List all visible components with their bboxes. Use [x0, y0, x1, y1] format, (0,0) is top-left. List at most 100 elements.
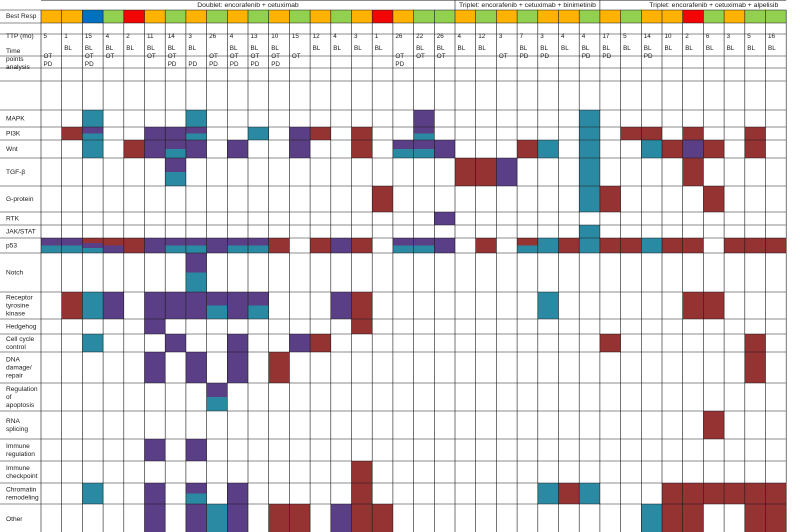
pathway-label-16-0: Immune — [6, 465, 30, 472]
alteration-cell-3-26-0 — [579, 158, 600, 186]
timepoint-11-0: BL — [271, 45, 279, 52]
ttp-label: TTP (mo) — [6, 33, 34, 40]
alteration-cell-11-6-0 — [165, 334, 186, 352]
alteration-cell-13-8-0 — [206, 383, 228, 397]
timepoint-6-2: PD — [168, 61, 177, 68]
alteration-cell-9-10-0 — [248, 292, 269, 306]
alteration-cell-17-7-1 — [185, 493, 207, 504]
alteration-cell-4-32-0 — [703, 186, 725, 212]
timepoint-27-0: BL — [602, 45, 610, 52]
timepoint-27-1: PD — [602, 53, 611, 60]
response-cell-6 — [165, 10, 186, 23]
timepoint-33-0: BL — [727, 45, 735, 52]
alteration-cell-1-1-0 — [61, 127, 83, 140]
response-cell-26 — [579, 10, 600, 23]
ttp-value-14: 4 — [333, 33, 337, 40]
alteration-cell-2-24-0 — [537, 140, 559, 158]
alteration-cell-7-21-0 — [475, 238, 497, 253]
alteration-cell-7-31-0 — [682, 238, 704, 253]
timepoints-label-1: Time — [6, 48, 21, 55]
alteration-cell-1-26-0 — [579, 127, 600, 140]
timepoint-6-1: OT — [168, 53, 177, 60]
pathway-label-8-0: Notch — [6, 270, 24, 277]
response-cell-23 — [517, 10, 538, 23]
ttp-value-10: 13 — [251, 33, 259, 40]
alteration-cell-9-8-0 — [206, 292, 228, 306]
timepoint-2-2: PD — [85, 61, 94, 68]
alteration-cell-11-13-0 — [310, 334, 331, 352]
ttp-value-20: 4 — [458, 33, 462, 40]
ttp-value-0: 5 — [44, 33, 48, 40]
alteration-cell-4-27-0 — [599, 186, 621, 212]
alteration-cell-7-26-0 — [579, 238, 600, 253]
alteration-cell-7-0-0 — [41, 238, 62, 246]
timepoint-3-1: OT — [106, 53, 115, 60]
alteration-cell-18-15-0 — [351, 504, 373, 532]
alteration-cell-11-2-0 — [82, 334, 104, 352]
pathway-label-14-0: RNA — [6, 418, 21, 425]
timepoint-0-1: OT — [44, 53, 53, 60]
alteration-cell-1-29-0 — [641, 127, 662, 140]
alteration-cell-7-34-0 — [744, 238, 766, 253]
timepoints-label-2: points — [6, 56, 24, 63]
alteration-cell-5-19-0 — [434, 212, 455, 225]
timepoint-21-0: BL — [478, 45, 486, 52]
alteration-cell-7-23-1 — [517, 245, 538, 253]
pathway-label-12-2: repair — [6, 373, 24, 380]
best-resp-label: Best Resp — [6, 13, 37, 20]
alteration-cell-17-30-0 — [662, 483, 683, 504]
alteration-cell-6-26-0 — [579, 225, 600, 238]
response-cell-18 — [413, 10, 435, 23]
timepoint-14-0: BL — [333, 45, 341, 52]
ttp-value-35: 16 — [768, 33, 776, 40]
alteration-cell-3-31-0 — [682, 158, 704, 186]
alteration-cell-7-30-0 — [662, 238, 683, 253]
alteration-cell-12-34-0 — [744, 352, 766, 383]
alteration-cell-7-2-1 — [82, 243, 104, 248]
alteration-cell-7-7-0 — [185, 238, 207, 246]
alteration-cell-18-7-0 — [185, 504, 207, 532]
pathway-label-17-0: Chromatin — [6, 487, 37, 494]
timepoint-16-0: BL — [375, 45, 383, 52]
timepoint-15-0: BL — [354, 45, 362, 52]
alteration-cell-1-31-0 — [682, 127, 704, 140]
timepoint-11-2: PD — [271, 61, 280, 68]
pathway-label-4-0: G-protein — [6, 196, 34, 203]
response-cell-8 — [206, 10, 228, 23]
pathway-label-13-2: apoptosis — [6, 402, 35, 409]
alteration-cell-2-6-0 — [165, 140, 186, 149]
timepoint-10-1: OT — [251, 53, 260, 60]
response-cell-4 — [123, 10, 145, 23]
timepoint-34-0: BL — [747, 45, 755, 52]
alteration-cell-11-12-0 — [289, 334, 311, 352]
alteration-cell-1-2-0 — [82, 127, 104, 134]
timepoint-24-0: BL — [540, 45, 548, 52]
alteration-cell-2-7-0 — [185, 140, 207, 158]
timepoint-18-1: OT — [416, 53, 425, 60]
alteration-cell-2-26-0 — [579, 140, 600, 158]
alteration-cell-1-7-1 — [185, 133, 207, 140]
timepoint-35-0: BL — [768, 45, 776, 52]
alteration-cell-3-6-1 — [165, 172, 186, 186]
alteration-cell-7-6-0 — [165, 238, 186, 246]
alteration-cell-3-22-0 — [496, 158, 518, 186]
ttp-value-2: 15 — [85, 33, 93, 40]
timepoint-28-0: BL — [623, 45, 631, 52]
timepoint-2-1: OT — [85, 53, 94, 60]
alteration-cell-18-30-0 — [662, 504, 683, 532]
alteration-cell-9-14-0 — [330, 292, 352, 319]
alteration-cell-0-26-0 — [579, 110, 600, 127]
alteration-cell-18-35-0 — [765, 504, 787, 532]
alteration-cell-2-34-0 — [744, 140, 766, 158]
timepoint-9-2: PD — [230, 61, 239, 68]
ttp-value-16: 1 — [375, 33, 379, 40]
pathway-label-11-1: control — [6, 344, 26, 351]
alteration-cell-10-5-0 — [144, 319, 166, 334]
ttp-value-27: 17 — [602, 33, 610, 40]
timepoint-8-2: PD — [209, 61, 218, 68]
alteration-cell-3-21-0 — [475, 158, 497, 186]
alteration-cell-7-23-0 — [517, 238, 538, 246]
alteration-cell-17-2-0 — [82, 483, 104, 504]
alteration-cell-7-17-0 — [392, 238, 414, 246]
